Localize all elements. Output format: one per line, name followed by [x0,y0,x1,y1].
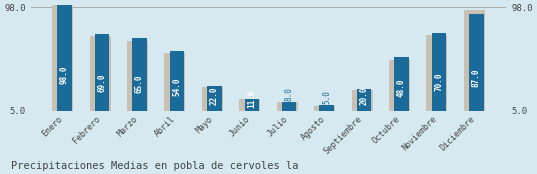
Bar [282,102,296,111]
Bar [357,89,371,111]
Bar [277,102,297,111]
Bar [314,106,335,111]
Text: 48.0: 48.0 [397,79,406,97]
Bar [320,105,334,111]
Text: 69.0: 69.0 [98,73,106,92]
Bar [90,36,111,111]
Bar [426,35,447,111]
Bar [432,33,446,111]
Bar [95,34,109,111]
Text: 22.0: 22.0 [210,86,219,105]
Text: 5.0: 5.0 [322,90,331,104]
Text: 11.0: 11.0 [247,89,256,108]
Text: 20.0: 20.0 [360,87,368,105]
Text: 65.0: 65.0 [135,74,144,93]
Bar [164,53,185,111]
Text: Precipitaciones Medias en pobla de cervoles la: Precipitaciones Medias en pobla de cervo… [11,161,298,171]
Text: 87.0: 87.0 [472,68,481,87]
Text: 98.0: 98.0 [60,65,69,84]
Bar [52,4,73,111]
Text: 70.0: 70.0 [434,73,444,91]
Bar [469,14,483,111]
Bar [57,2,72,111]
Text: 8.0: 8.0 [285,87,294,101]
Bar [394,57,409,111]
Bar [244,99,259,111]
Bar [207,86,222,111]
Text: 54.0: 54.0 [172,77,182,96]
Bar [170,51,184,111]
Bar [389,60,410,111]
Bar [127,41,148,111]
Bar [132,38,147,111]
Bar [464,10,485,111]
Bar [352,90,373,111]
Bar [202,87,223,111]
Bar [240,99,260,111]
